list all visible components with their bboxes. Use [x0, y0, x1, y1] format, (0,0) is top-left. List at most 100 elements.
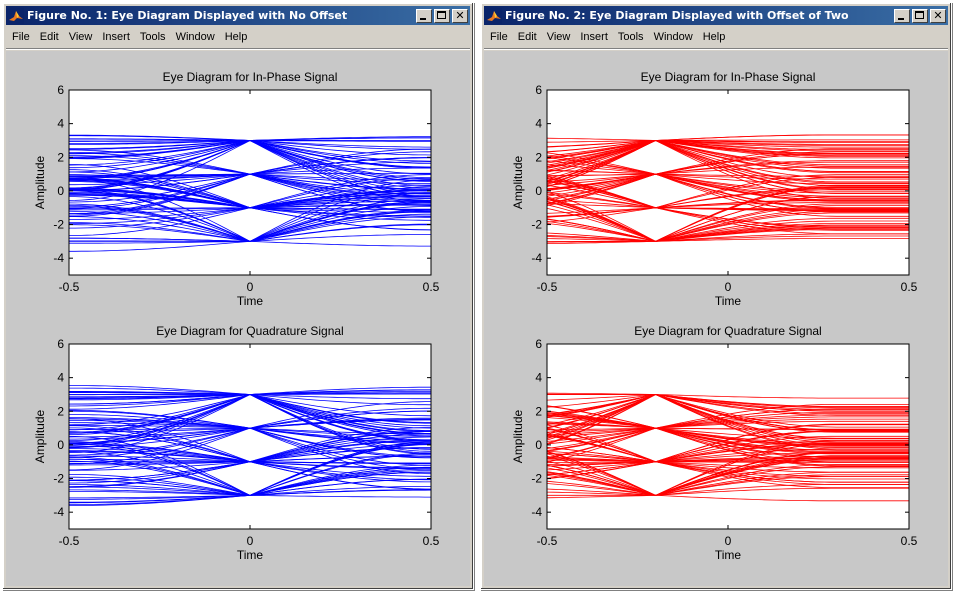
eye-trace: [547, 208, 909, 242]
menu-edit[interactable]: Edit: [39, 31, 59, 43]
menu-view[interactable]: View: [546, 31, 571, 43]
eye-trace: [547, 140, 909, 166]
matlab-logo-icon: [486, 7, 502, 24]
menu-view[interactable]: View: [68, 31, 93, 43]
eye-traces: [69, 385, 431, 507]
y-tick-label: -2: [53, 472, 64, 486]
figure-canvas: -0.5 0 0.5 -4 -2 0 2 4 6 Eye Diagram for In-Phase…: [6, 51, 470, 586]
eye-trace: [547, 394, 909, 450]
eye-trace: [69, 391, 431, 417]
y-axis-label: Amplitude: [33, 410, 47, 464]
x-tick-label: -0.5: [59, 280, 80, 294]
x-axis-label: Time: [237, 294, 264, 308]
close-button[interactable]: ✕: [452, 8, 468, 23]
x-tick-label: 0.5: [423, 280, 440, 294]
figure-window-1: Figure No. 1: Eye Diagram Displayed with…: [2, 2, 474, 590]
menu-edit[interactable]: Edit: [517, 31, 537, 43]
window-title: Figure No. 1: Eye Diagram Displayed with…: [27, 9, 348, 22]
eye-trace: [547, 199, 909, 209]
chart-title: Eye Diagram for Quadrature Signal: [156, 324, 343, 338]
eye-trace: [547, 134, 909, 176]
eye-trace: [547, 473, 909, 496]
eye-trace: [547, 423, 909, 467]
eye-trace: [547, 152, 909, 217]
figure-canvas: -0.5 0 0.5 -4 -2 0 2 4 6 Eye Diagram for In-Phase…: [484, 51, 948, 586]
menu-file[interactable]: File: [490, 31, 508, 43]
y-tick-label: 2: [535, 150, 542, 164]
menu-help[interactable]: Help: [702, 31, 726, 43]
eye-trace: [547, 443, 909, 496]
figure-plots: -0.5 0 0.5 -4 -2 0 2 4 6 Eye Diagram for In-Phase…: [33, 70, 440, 562]
eye-trace: [547, 394, 909, 431]
title-bar[interactable]: Figure No. 1: Eye Diagram Displayed with…: [6, 6, 470, 25]
eye-trace: [547, 435, 909, 463]
eye-trace: [547, 447, 909, 463]
y-tick-label: -4: [531, 251, 542, 265]
y-tick-label: 6: [535, 337, 542, 351]
y-axis-label: Amplitude: [511, 156, 525, 210]
eye-trace: [547, 430, 909, 476]
x-axis-label: Time: [715, 294, 742, 308]
eye-trace: [547, 164, 909, 180]
figure-window-2: Figure No. 2: Eye Diagram Displayed with…: [480, 2, 952, 590]
eye-trace: [547, 474, 909, 496]
close-button[interactable]: ✕: [930, 8, 946, 23]
title-bar[interactable]: Figure No. 2: Eye Diagram Displayed with…: [484, 6, 948, 25]
eye-trace: [547, 456, 909, 471]
menu-bar: File Edit View Insert Tools Window Help: [6, 27, 470, 47]
menu-separator: [484, 48, 948, 50]
menu-separator: [6, 48, 470, 50]
eye-trace: [547, 452, 909, 483]
eye-trace: [547, 173, 909, 209]
maximize-button[interactable]: [434, 8, 450, 23]
eye-trace: [547, 140, 909, 164]
chart-title: Eye Diagram for In-Phase Signal: [163, 70, 338, 84]
eye-trace: [547, 140, 909, 158]
menu-tools[interactable]: Tools: [139, 31, 166, 43]
menu-tools[interactable]: Tools: [617, 31, 644, 43]
eye-trace: [547, 442, 909, 464]
eye-trace: [547, 140, 909, 185]
eye-trace: [547, 140, 909, 182]
menu-file[interactable]: File: [12, 31, 30, 43]
menu-insert[interactable]: Insert: [580, 31, 608, 43]
minimize-button[interactable]: [894, 8, 910, 23]
eye-trace: [547, 173, 909, 197]
x-tick-label: 0: [725, 280, 732, 294]
minimize-icon: [420, 17, 426, 20]
eye-trace: [69, 138, 431, 169]
eye-trace: [69, 441, 431, 496]
menu-window[interactable]: Window: [653, 31, 693, 43]
eye-trace: [547, 166, 909, 200]
x-tick-label: 0.5: [901, 534, 918, 548]
minimize-button[interactable]: [416, 8, 432, 23]
maximize-icon: [915, 10, 924, 19]
minimize-icon: [898, 17, 904, 20]
y-tick-label: 0: [535, 438, 542, 452]
eye-trace: [547, 181, 909, 211]
y-tick-label: -4: [531, 505, 542, 519]
x-axis-label: Time: [715, 548, 742, 562]
maximize-button[interactable]: [912, 8, 928, 23]
y-axis-label: Amplitude: [511, 410, 525, 464]
eye-traces: [547, 392, 909, 502]
y-tick-label: 2: [535, 404, 542, 418]
eye-trace: [69, 179, 431, 209]
eye-trace: [547, 155, 909, 194]
eye-trace: [547, 140, 909, 190]
maximize-icon: [437, 10, 446, 19]
eye-trace: [69, 216, 431, 242]
eye-trace: [547, 483, 909, 502]
y-axis-label: Amplitude: [33, 156, 47, 210]
eye-trace: [547, 140, 909, 199]
menu-window[interactable]: Window: [175, 31, 215, 43]
axes-in-phase: -0.5 0 0.5 -4 -2 0 2 4 6 Eye Diagram for In-Phase…: [511, 70, 918, 308]
eye-trace: [547, 226, 909, 242]
eye-trace: [547, 184, 909, 210]
menu-help[interactable]: Help: [224, 31, 248, 43]
eye-trace: [547, 235, 909, 242]
eye-trace: [547, 394, 909, 410]
menu-insert[interactable]: Insert: [102, 31, 130, 43]
eye-trace: [547, 413, 909, 430]
y-tick-label: 4: [535, 117, 542, 131]
